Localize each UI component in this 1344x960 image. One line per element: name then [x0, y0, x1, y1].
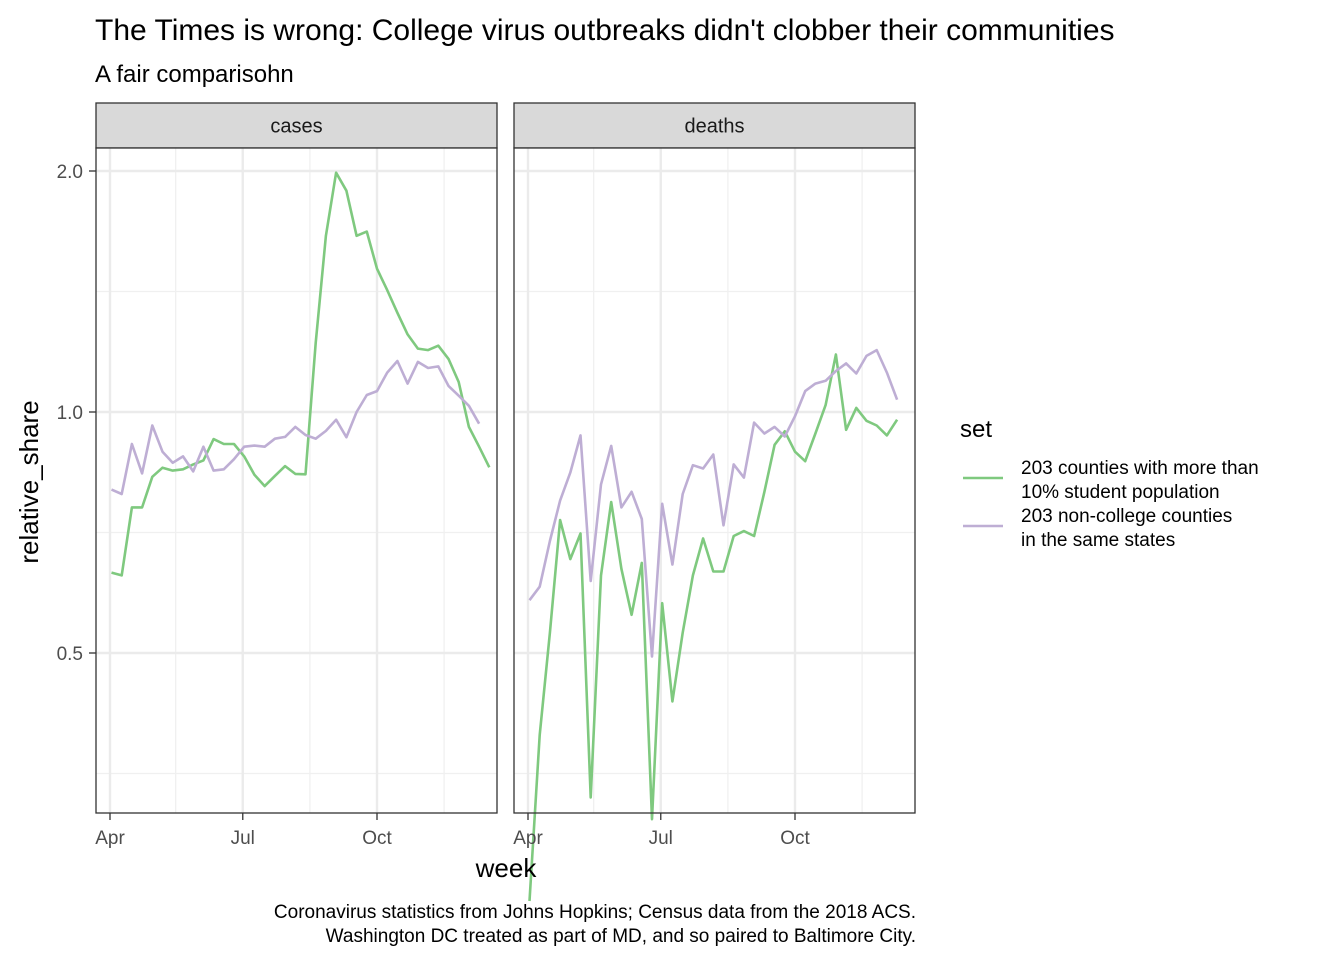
- facet-panels: cases Apr Jul Oct deaths Apr Jul Oct 0.5 1.0 2.0: [57, 102, 916, 902]
- legend-label: in the same states: [1021, 530, 1175, 551]
- x-axis-title: week: [475, 853, 538, 883]
- facet-strip: [513, 102, 916, 149]
- y-tick-label: 0.5: [57, 644, 83, 665]
- legend-title: set: [960, 416, 992, 443]
- x-tick-label: Oct: [780, 828, 810, 849]
- caption-line-2: Washington DC treated as part of MD, and…: [326, 926, 916, 947]
- plot-panel-border: [95, 147, 498, 814]
- chart-subtitle: A fair comparisohn: [95, 61, 294, 88]
- legend-label: 203 counties with more than: [1021, 458, 1259, 479]
- facet-strip-label: cases: [270, 116, 322, 138]
- facet-strip: [95, 102, 498, 149]
- x-tick-label: Oct: [362, 828, 392, 849]
- legend-entry-0: 203 counties with more than 10% student p…: [963, 458, 1259, 503]
- series-line-deaths-1: [528, 348, 899, 658]
- y-axis: 0.5 1.0 2.0: [57, 162, 96, 665]
- legend: set 203 counties with more than 10% stude…: [960, 416, 1259, 551]
- x-tick-label: Apr: [513, 828, 543, 849]
- x-tick-label: Apr: [95, 828, 125, 849]
- facet-panel-cases: cases Apr Jul Oct: [95, 102, 498, 849]
- legend-entry-1: 203 non-college counties in the same stat…: [963, 506, 1232, 551]
- series-line-cases-1: [110, 359, 481, 496]
- legend-label: 203 non-college counties: [1021, 506, 1232, 527]
- x-tick-label: Jul: [649, 828, 673, 849]
- y-tick-label: 2.0: [57, 162, 83, 183]
- plot-panel-background: [514, 148, 915, 813]
- y-tick-label: 1.0: [57, 403, 83, 424]
- series-line-cases-0: [111, 171, 491, 577]
- plot-panel-background: [96, 148, 497, 813]
- facet-strip-label: deaths: [684, 116, 744, 138]
- y-axis-title: relative_share: [14, 400, 44, 563]
- series-line-deaths-0: [528, 353, 899, 902]
- caption-line-1: Coronavirus statistics from Johns Hopkin…: [274, 902, 916, 923]
- legend-label: 10% student population: [1021, 482, 1220, 503]
- plot-panel-border: [513, 147, 916, 814]
- facet-panel-deaths: deaths Apr Jul Oct: [513, 102, 916, 902]
- x-tick-label: Jul: [231, 828, 255, 849]
- chart-title: The Times is wrong: College virus outbre…: [95, 14, 1115, 47]
